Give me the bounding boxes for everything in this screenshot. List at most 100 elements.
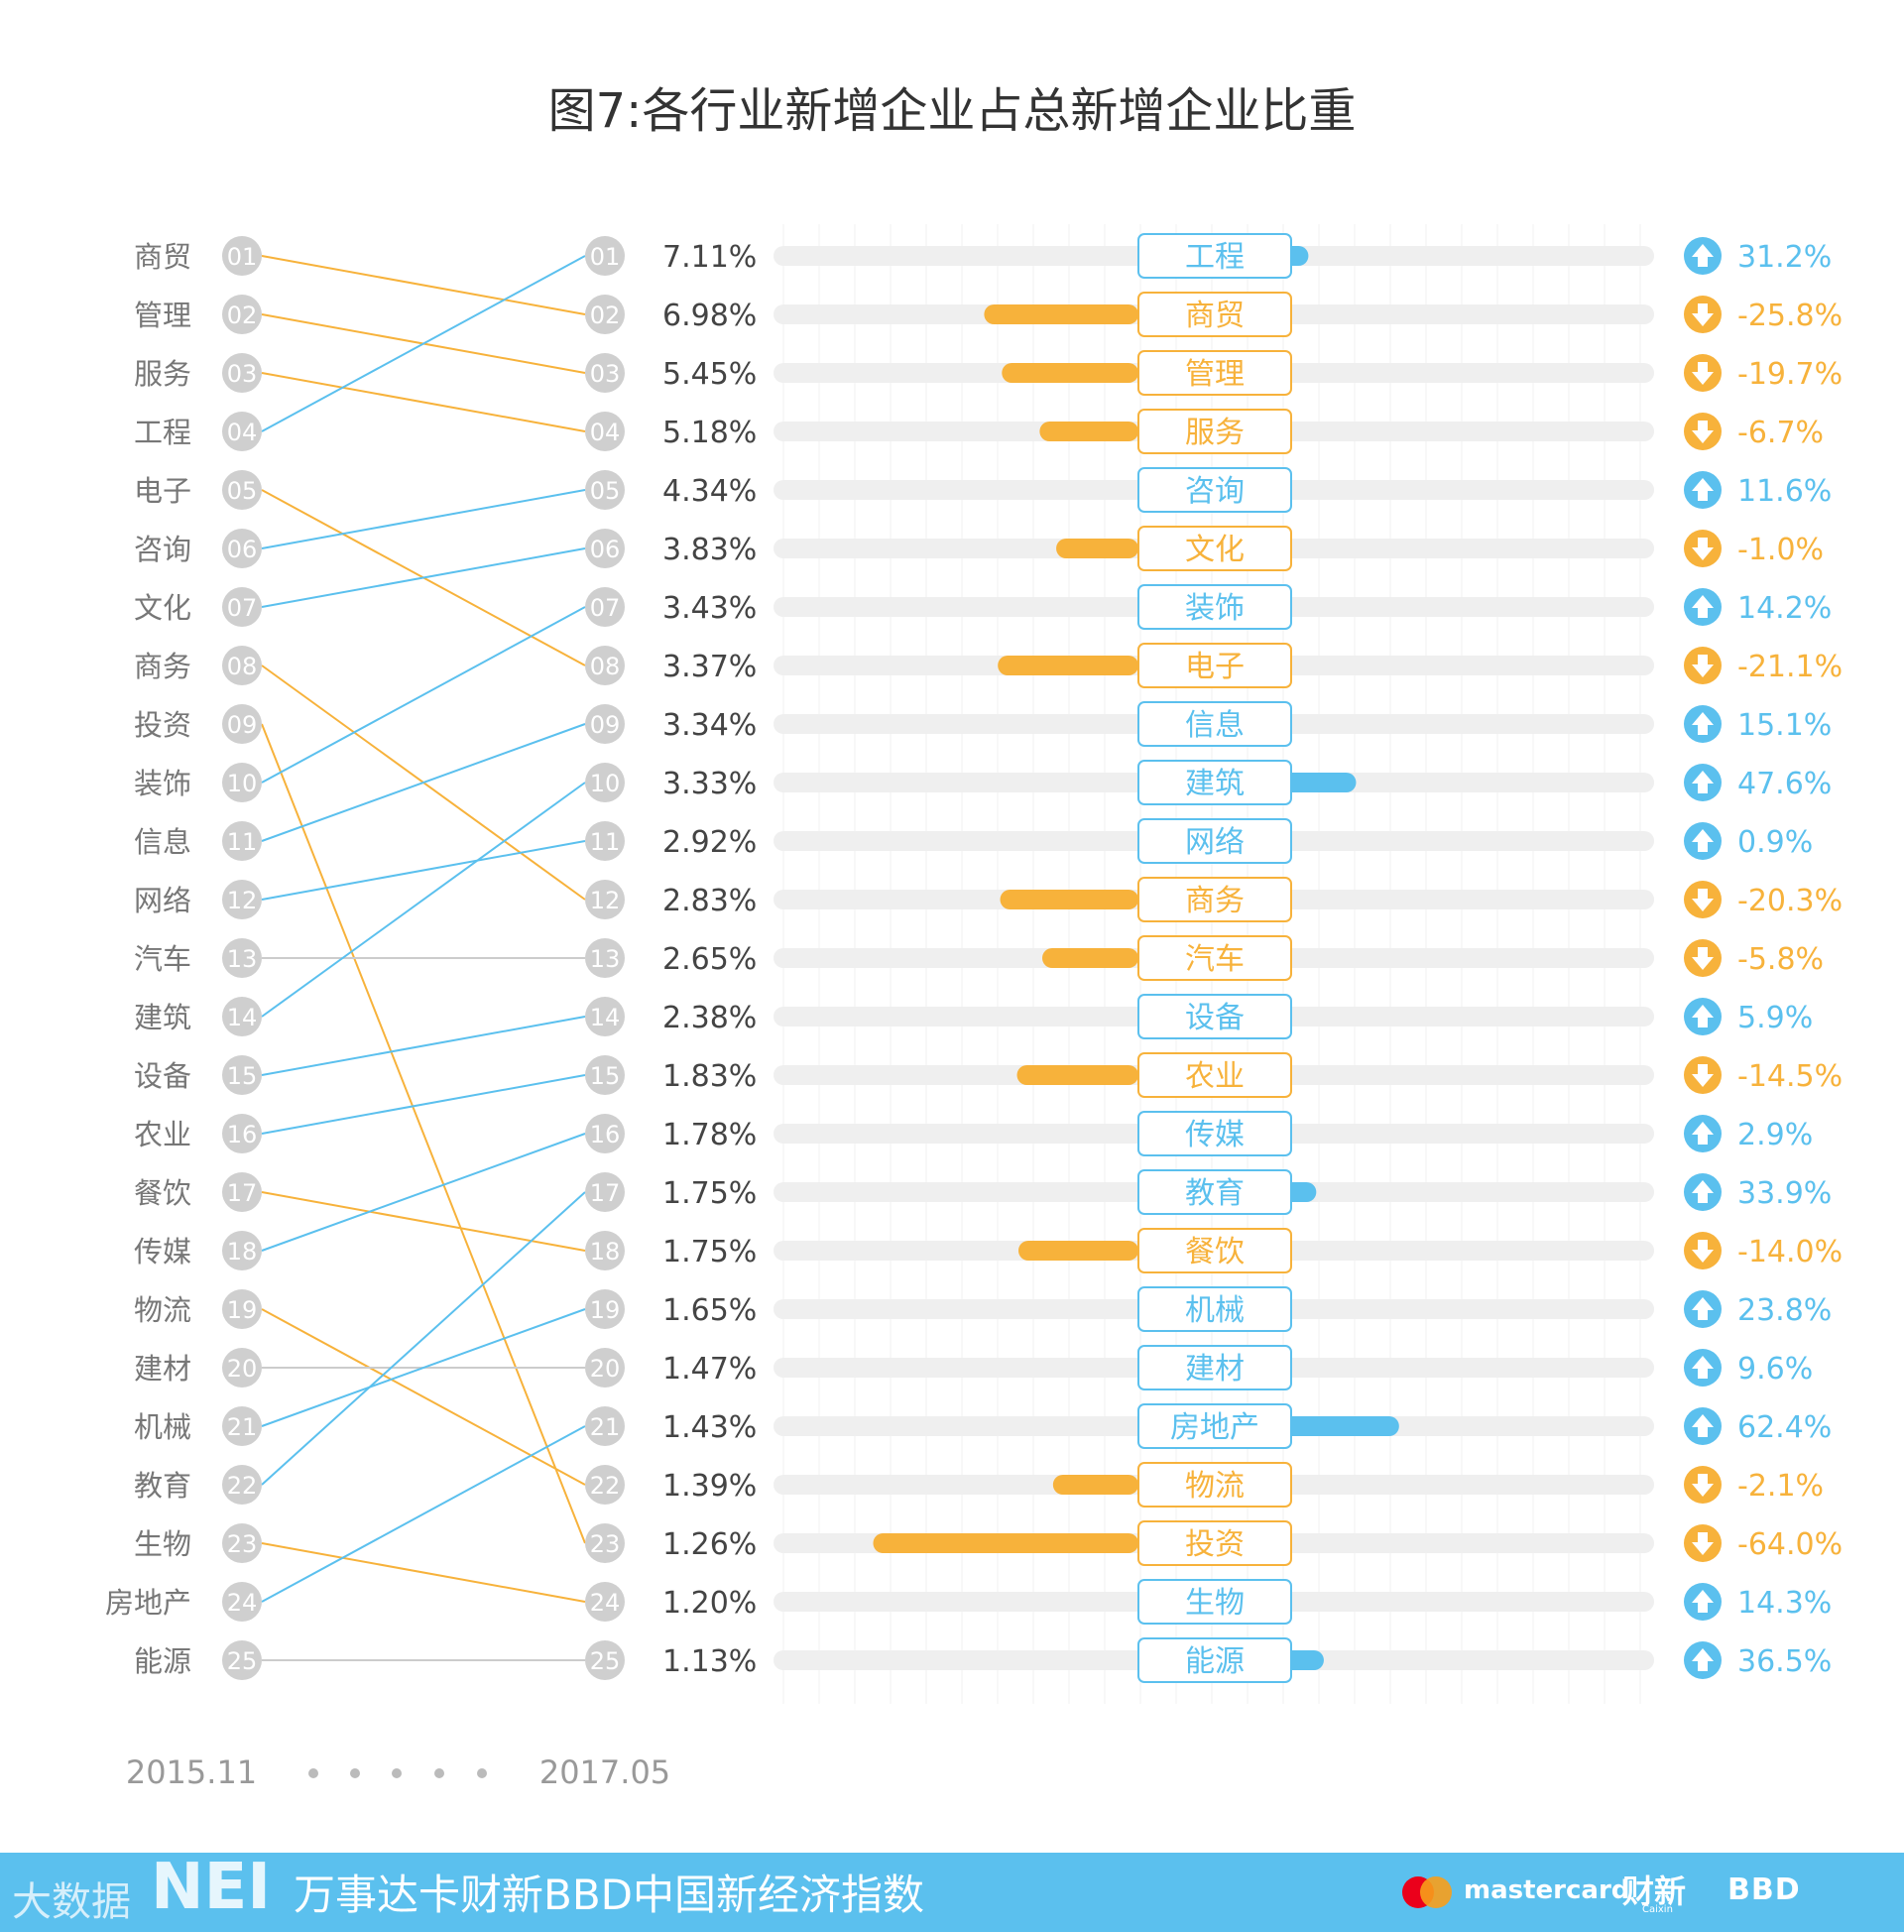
change-bar <box>1017 1241 1138 1261</box>
share-value-label: 1.47% <box>662 1352 757 1387</box>
timeline-dot <box>350 1768 360 1778</box>
right-rank-number: 25 <box>590 1647 621 1675</box>
right-rank-number: 17 <box>590 1179 621 1207</box>
left-industry-label: 汽车 <box>134 942 191 976</box>
right-industry-label: 传媒 <box>1185 1118 1245 1152</box>
left-rank-circle <box>222 353 262 393</box>
right-industry-label: 建材 <box>1185 1352 1245 1387</box>
industry-pill <box>1137 1579 1292 1625</box>
change-value-label: 11.6% <box>1737 474 1832 509</box>
left-industry-label: 商贸 <box>134 240 191 274</box>
change-value-label: -21.1% <box>1737 650 1843 684</box>
timeline-dot <box>434 1768 444 1778</box>
industry-pill <box>1137 350 1292 396</box>
arrow-up-icon <box>1684 471 1722 509</box>
left-rank-circle <box>222 1582 262 1622</box>
mastercard-logo-icon <box>1402 1876 1452 1908</box>
right-industry-label: 设备 <box>1185 1001 1245 1035</box>
right-rank-circle <box>585 880 625 919</box>
right-industry-label: 物流 <box>1185 1469 1245 1504</box>
industry-pill <box>1137 1462 1292 1508</box>
left-industry-label: 餐饮 <box>134 1176 191 1210</box>
industry-pill <box>1137 1228 1292 1273</box>
arrow-down-icon <box>1684 1232 1722 1269</box>
right-industry-label: 餐饮 <box>1185 1235 1245 1269</box>
right-rank-number: 09 <box>590 711 621 739</box>
industry-pill <box>1137 818 1292 864</box>
bbd-logo: BBD <box>1727 1872 1801 1907</box>
left-rank-circle <box>222 1406 262 1446</box>
left-industry-label: 商务 <box>134 650 191 683</box>
industry-pill <box>1137 994 1292 1039</box>
right-industry-label: 工程 <box>1185 240 1245 275</box>
left-rank-circle <box>222 704 262 744</box>
left-rank-circle <box>222 1289 262 1329</box>
left-rank-circle <box>222 938 262 978</box>
left-rank-number: 20 <box>227 1355 258 1383</box>
left-industry-label: 文化 <box>134 591 191 625</box>
share-value-label: 1.75% <box>662 1176 757 1211</box>
share-value-label: 5.18% <box>662 416 757 450</box>
right-rank-number: 08 <box>590 653 621 680</box>
left-rank-number: 17 <box>227 1179 258 1207</box>
share-value-label: 3.34% <box>662 708 757 743</box>
right-rank-circle <box>585 353 625 393</box>
left-rank-circle <box>222 412 262 451</box>
watermark-text: 大数据 <box>12 1879 131 1925</box>
change-value-label: 14.3% <box>1737 1586 1832 1621</box>
rank-link-line <box>261 1425 586 1603</box>
rank-link-line <box>261 255 586 315</box>
change-value-label: -2.1% <box>1737 1469 1824 1504</box>
change-value-label: -14.5% <box>1737 1059 1843 1094</box>
arrow-down-icon <box>1684 1466 1722 1504</box>
change-value-label: -19.7% <box>1737 357 1843 392</box>
right-industry-label: 咨询 <box>1185 474 1245 509</box>
change-value-label: 2.9% <box>1737 1118 1813 1152</box>
right-rank-number: 22 <box>590 1472 621 1500</box>
arrow-down-icon <box>1684 881 1722 918</box>
left-industry-label: 建材 <box>134 1352 191 1386</box>
industry-pill <box>1137 1345 1292 1390</box>
right-rank-number: 04 <box>590 419 621 446</box>
footer-title: 万事达卡财新BBD中国新经济指数 <box>294 1871 924 1919</box>
left-industry-label: 机械 <box>134 1410 191 1444</box>
left-rank-circle <box>222 1231 262 1270</box>
rank-link-line <box>261 840 586 901</box>
change-value-label: -5.8% <box>1737 942 1824 977</box>
left-rank-circle <box>222 295 262 334</box>
share-value-label: 1.75% <box>662 1235 757 1269</box>
change-value-label: -20.3% <box>1737 884 1843 918</box>
left-rank-circle <box>222 1348 262 1388</box>
left-rank-number: 09 <box>227 711 258 739</box>
left-rank-number: 01 <box>227 243 258 271</box>
left-rank-circle <box>222 1055 262 1095</box>
right-rank-number: 07 <box>590 594 621 622</box>
change-bar <box>1039 422 1138 441</box>
timeline-dot <box>392 1768 402 1778</box>
right-industry-label: 商贸 <box>1185 299 1245 333</box>
industry-pill <box>1137 1052 1292 1098</box>
rank-link-line <box>261 1191 586 1486</box>
left-rank-circle <box>222 1640 262 1680</box>
left-rank-number: 22 <box>227 1472 258 1500</box>
left-rank-number: 25 <box>227 1647 258 1675</box>
left-industry-label: 房地产 <box>105 1586 191 1620</box>
rank-link-line <box>261 1016 586 1076</box>
change-bar <box>1002 363 1138 383</box>
change-value-label: 33.9% <box>1737 1176 1832 1211</box>
arrow-up-icon <box>1684 1290 1722 1328</box>
change-bar <box>998 656 1138 675</box>
change-bar <box>1052 1475 1138 1495</box>
left-industry-label: 农业 <box>134 1118 191 1151</box>
left-rank-number: 13 <box>227 945 258 973</box>
left-rank-number: 04 <box>227 419 258 446</box>
change-value-label: -25.8% <box>1737 299 1843 333</box>
right-industry-label: 商务 <box>1185 884 1245 918</box>
left-rank-number: 14 <box>227 1004 258 1031</box>
caixin-sub: Caixin <box>1642 1904 1673 1915</box>
right-rank-number: 06 <box>590 536 621 563</box>
left-rank-number: 23 <box>227 1530 258 1558</box>
time-end-label: 2017.05 <box>539 1753 670 1791</box>
left-industry-label: 能源 <box>134 1644 191 1678</box>
right-rank-number: 16 <box>590 1121 621 1148</box>
